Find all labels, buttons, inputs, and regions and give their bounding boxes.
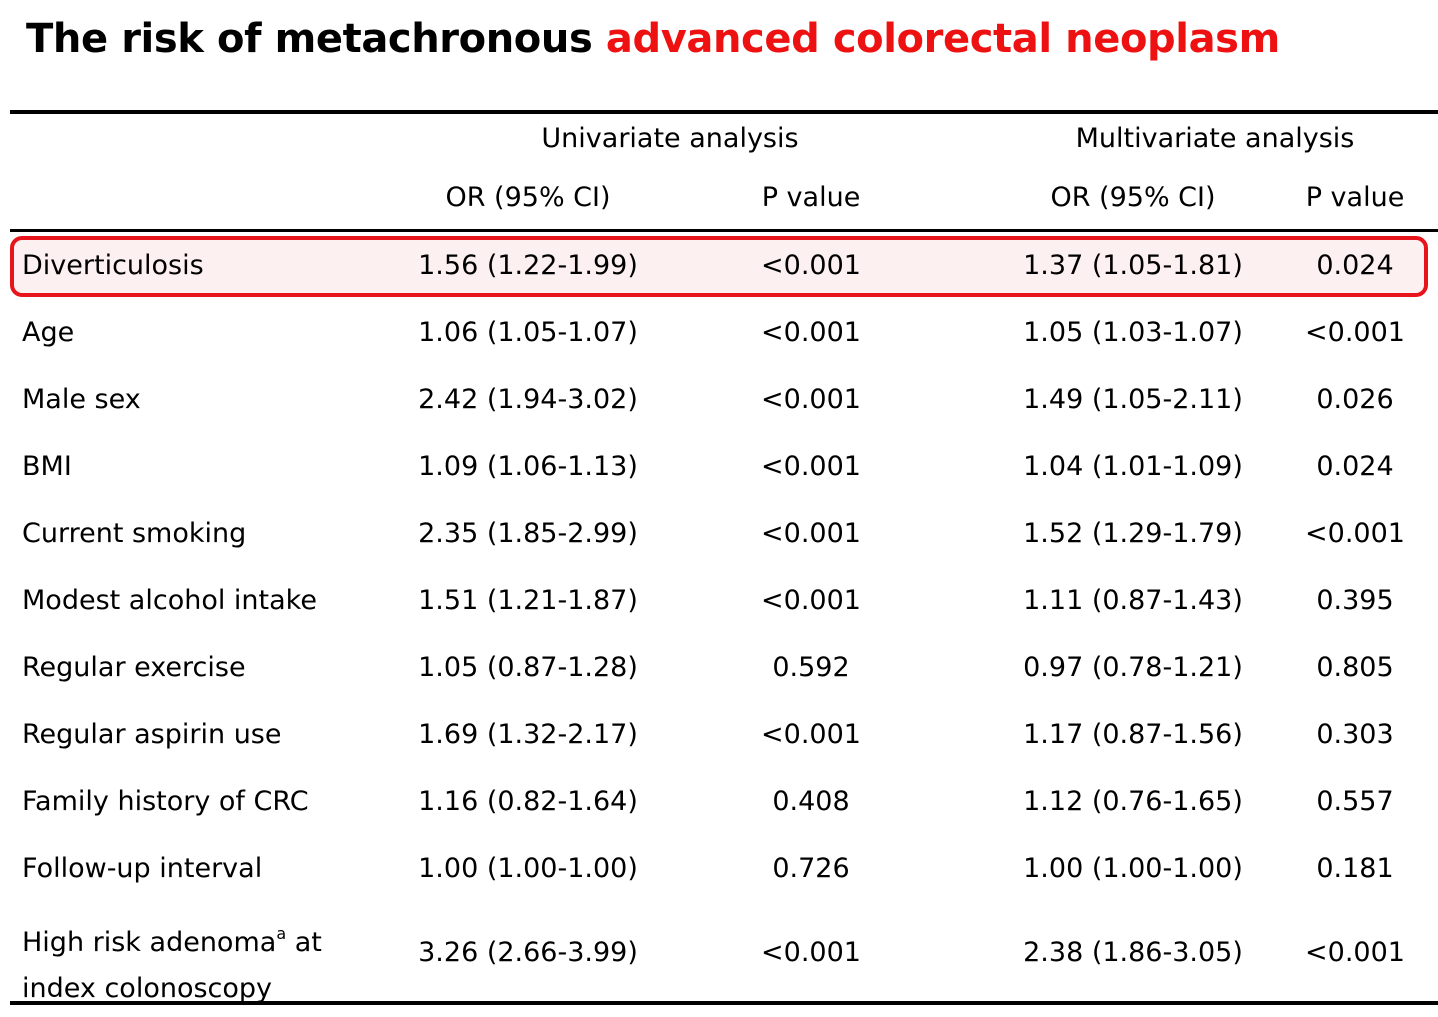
mul-p-value: <0.001 — [1305, 518, 1405, 549]
table-bottom-rule — [10, 1001, 1438, 1005]
uni-or-value: 1.16 (0.82-1.64) — [418, 786, 638, 817]
uni-or-value: 1.56 (1.22-1.99) — [418, 250, 638, 281]
uni-or-value: 2.42 (1.94-3.02) — [418, 384, 638, 415]
mul-or-value: 1.11 (0.87-1.43) — [1023, 585, 1243, 616]
uni-or-value: 1.69 (1.32-2.17) — [418, 719, 638, 750]
mul-or-value: 1.17 (0.87-1.56) — [1023, 719, 1243, 750]
uni-or-header: OR (95% CI) — [445, 182, 611, 213]
row-label-main: High risk adenoma — [22, 927, 277, 958]
mul-p-value: 0.805 — [1316, 652, 1394, 683]
row-label: High risk adenomaa at index colonoscopy — [22, 911, 342, 1012]
mul-p-value: 0.557 — [1316, 786, 1394, 817]
table-row-bmi: BMI 1.09 (1.06-1.13) <0.001 1.04 (1.01-1… — [0, 434, 1438, 501]
uni-p-value: <0.001 — [761, 937, 861, 968]
uni-p-value: <0.001 — [761, 317, 861, 348]
uni-or-value: 1.05 (0.87-1.28) — [418, 652, 638, 683]
mul-p-value: 0.181 — [1316, 853, 1394, 884]
mul-p-value: <0.001 — [1305, 317, 1405, 348]
row-label: Current smoking — [22, 518, 247, 549]
mul-p-value: 0.024 — [1316, 451, 1394, 482]
uni-or-value: 1.00 (1.00-1.00) — [418, 853, 638, 884]
row-label: Follow-up interval — [22, 853, 263, 884]
mul-p-value: 0.303 — [1316, 719, 1394, 750]
mul-or-value: 0.97 (0.78-1.21) — [1023, 652, 1243, 683]
mul-p-value: 0.026 — [1316, 384, 1394, 415]
uni-p-value: <0.001 — [761, 585, 861, 616]
mul-or-value: 2.38 (1.86-3.05) — [1023, 937, 1243, 968]
mul-or-value: 1.12 (0.76-1.65) — [1023, 786, 1243, 817]
uni-or-value: 1.51 (1.21-1.87) — [418, 585, 638, 616]
page-title: The risk of metachronous advanced colore… — [26, 14, 1280, 64]
uni-p-value: <0.001 — [761, 518, 861, 549]
row-label: Age — [22, 317, 75, 348]
uni-p-value: <0.001 — [761, 719, 861, 750]
univariate-header: Univariate analysis — [541, 123, 799, 154]
diverticulosis-highlight-box — [10, 236, 1428, 297]
mul-or-value: 1.00 (1.00-1.00) — [1023, 853, 1243, 884]
table-row-family-history-of-crc: Family history of CRC 1.16 (0.82-1.64) 0… — [0, 769, 1438, 836]
table-row-regular-exercise: Regular exercise 1.05 (0.87-1.28) 0.592 … — [0, 635, 1438, 702]
title-red-part: advanced colorectal neoplasm — [605, 16, 1280, 62]
row-label: BMI — [22, 451, 72, 482]
table-row-age: Age 1.06 (1.05-1.07) <0.001 1.05 (1.03-1… — [0, 300, 1438, 367]
table-row-diverticulosis: Diverticulosis 1.56 (1.22-1.99) <0.001 1… — [0, 233, 1438, 300]
mul-p-value: 0.024 — [1316, 250, 1394, 281]
uni-p-value: 0.726 — [772, 853, 850, 884]
mul-or-value: 1.52 (1.29-1.79) — [1023, 518, 1243, 549]
row-label: Modest alcohol intake — [22, 585, 317, 616]
mul-or-value: 1.37 (1.05-1.81) — [1023, 250, 1243, 281]
uni-p-value: 0.408 — [772, 786, 850, 817]
mul-or-value: 1.05 (1.03-1.07) — [1023, 317, 1243, 348]
uni-p-value: <0.001 — [761, 250, 861, 281]
mul-p-header: P value — [1305, 182, 1405, 213]
table-row-regular-aspirin-use: Regular aspirin use 1.69 (1.32-2.17) <0.… — [0, 702, 1438, 769]
row-label: Regular exercise — [22, 652, 246, 683]
table-row-follow-up-interval: Follow-up interval 1.00 (1.00-1.00) 0.72… — [0, 836, 1438, 903]
mul-or-value: 1.04 (1.01-1.09) — [1023, 451, 1243, 482]
row-label: Regular aspirin use — [22, 719, 282, 750]
uni-p-value: <0.001 — [761, 451, 861, 482]
table-row-modest-alcohol-intake: Modest alcohol intake 1.51 (1.21-1.87) <… — [0, 568, 1438, 635]
row-label: Family history of CRC — [22, 786, 309, 817]
table-top-rule — [10, 110, 1438, 114]
title-black-part: The risk of metachronous — [26, 16, 593, 62]
mul-p-value: <0.001 — [1305, 937, 1405, 968]
row-label-rest: at index colonoscopy — [22, 927, 322, 1004]
table-row-current-smoking: Current smoking 2.35 (1.85-2.99) <0.001 … — [0, 501, 1438, 568]
table-row-male-sex: Male sex 2.42 (1.94-3.02) <0.001 1.49 (1… — [0, 367, 1438, 434]
uni-or-value: 3.26 (2.66-3.99) — [418, 937, 638, 968]
uni-p-value: <0.001 — [761, 384, 861, 415]
mul-or-value: 1.49 (1.05-2.11) — [1023, 384, 1243, 415]
footnote-marker: a — [276, 924, 287, 943]
mul-or-header: OR (95% CI) — [1050, 182, 1216, 213]
uni-or-value: 1.06 (1.05-1.07) — [418, 317, 638, 348]
uni-p-header: P value — [761, 182, 861, 213]
uni-or-value: 2.35 (1.85-2.99) — [418, 518, 638, 549]
uni-or-value: 1.09 (1.06-1.13) — [418, 451, 638, 482]
row-label: Male sex — [22, 384, 141, 415]
row-label: Diverticulosis — [22, 250, 204, 281]
header-rule — [10, 229, 1438, 232]
multivariate-header: Multivariate analysis — [1075, 123, 1355, 154]
mul-p-value: 0.395 — [1316, 585, 1394, 616]
uni-p-value: 0.592 — [772, 652, 850, 683]
table-row-high-risk-adenoma: High risk adenomaa at index colonoscopy … — [0, 903, 1438, 1004]
